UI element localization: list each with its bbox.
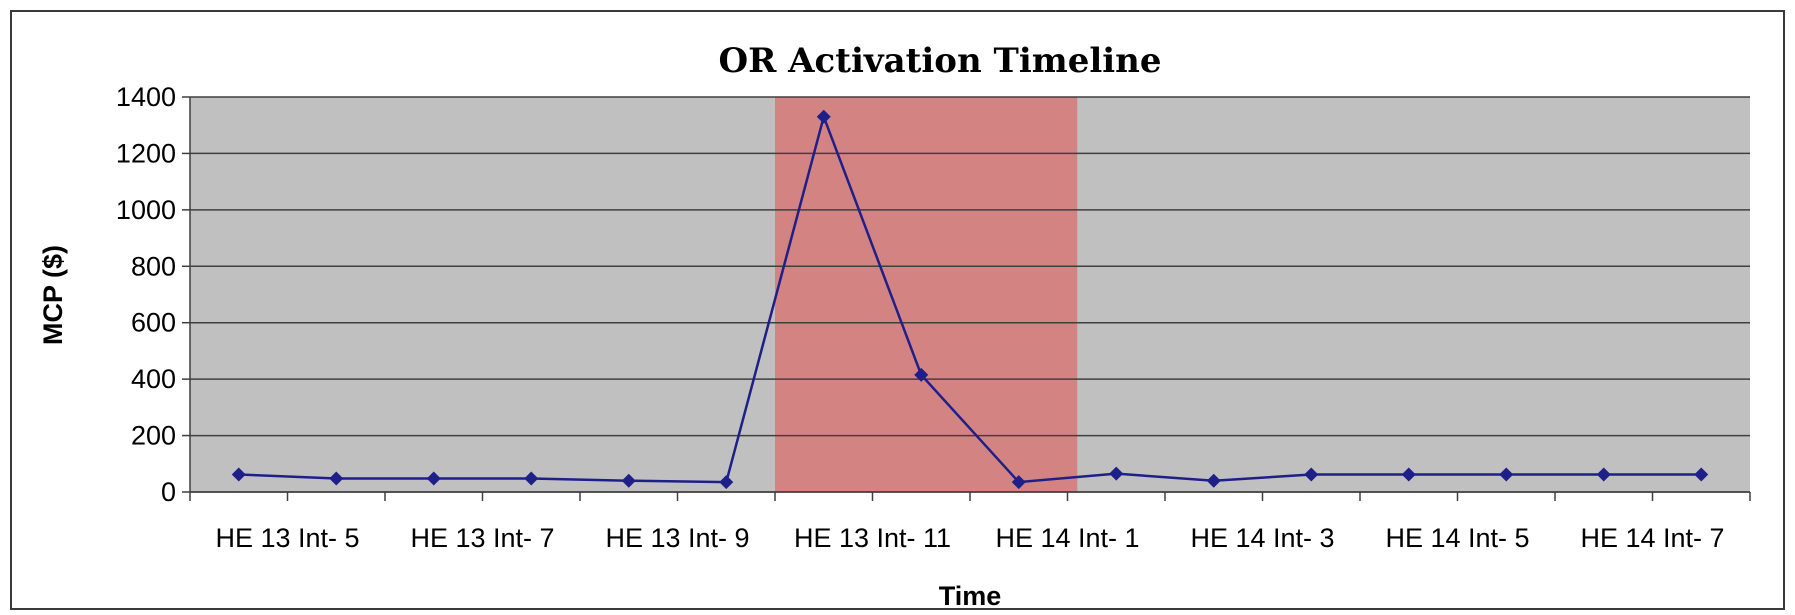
data-point (1011, 475, 1026, 490)
chart-title: OR Activation Timeline (718, 41, 1161, 81)
series-line (238, 112, 1702, 484)
x-tick-label: HE 13 Int- 7 (410, 523, 554, 553)
x-tick-label: HE 13 Int- 5 (215, 523, 359, 553)
data-point (1499, 467, 1514, 482)
y-tick-label: 1400 (116, 82, 176, 112)
y-tick-label: 200 (131, 421, 176, 451)
data-point (329, 471, 344, 486)
y-tick-label: 1200 (116, 138, 176, 168)
data-point (1206, 473, 1221, 488)
series-group (231, 109, 1709, 490)
x-tick-label: HE 13 Int- 9 (605, 523, 749, 553)
y-tick-label: 0 (161, 477, 176, 507)
data-point (1694, 467, 1709, 482)
x-tick-label: HE 13 Int- 11 (794, 523, 951, 553)
x-tick-label: HE 14 Int- 1 (995, 523, 1139, 553)
data-point (426, 471, 441, 486)
data-point (1596, 467, 1611, 482)
y-axis-label: MCP ($) (38, 245, 68, 345)
y-axis-ticks: 0 200 400 600 800 1000 1200 1400 (116, 82, 191, 507)
x-axis-ticks: HE 13 Int- 5 HE 13 Int- 7 HE 13 Int- 9 HE 1… (189, 491, 1751, 553)
y-tick-label: 1000 (116, 195, 176, 225)
data-point (1109, 466, 1124, 481)
data-point (524, 471, 539, 486)
x-tick-label: HE 14 Int- 7 (1580, 523, 1724, 553)
y-tick-label: 800 (131, 251, 176, 281)
data-point (621, 473, 636, 488)
y-tick-label: 600 (131, 308, 176, 338)
data-point (231, 467, 246, 482)
x-tick-label: HE 14 Int- 3 (1190, 523, 1334, 553)
gridlines (190, 96, 1750, 493)
data-point (816, 109, 831, 124)
data-point (1401, 467, 1416, 482)
y-tick-label: 400 (131, 364, 176, 394)
data-point (1304, 467, 1319, 482)
data-point (914, 367, 929, 382)
activation-highlight-region (775, 97, 1078, 492)
x-tick-label: HE 14 Int- 5 (1385, 523, 1529, 553)
x-axis-label: Time (939, 581, 1002, 611)
data-point (719, 475, 734, 490)
